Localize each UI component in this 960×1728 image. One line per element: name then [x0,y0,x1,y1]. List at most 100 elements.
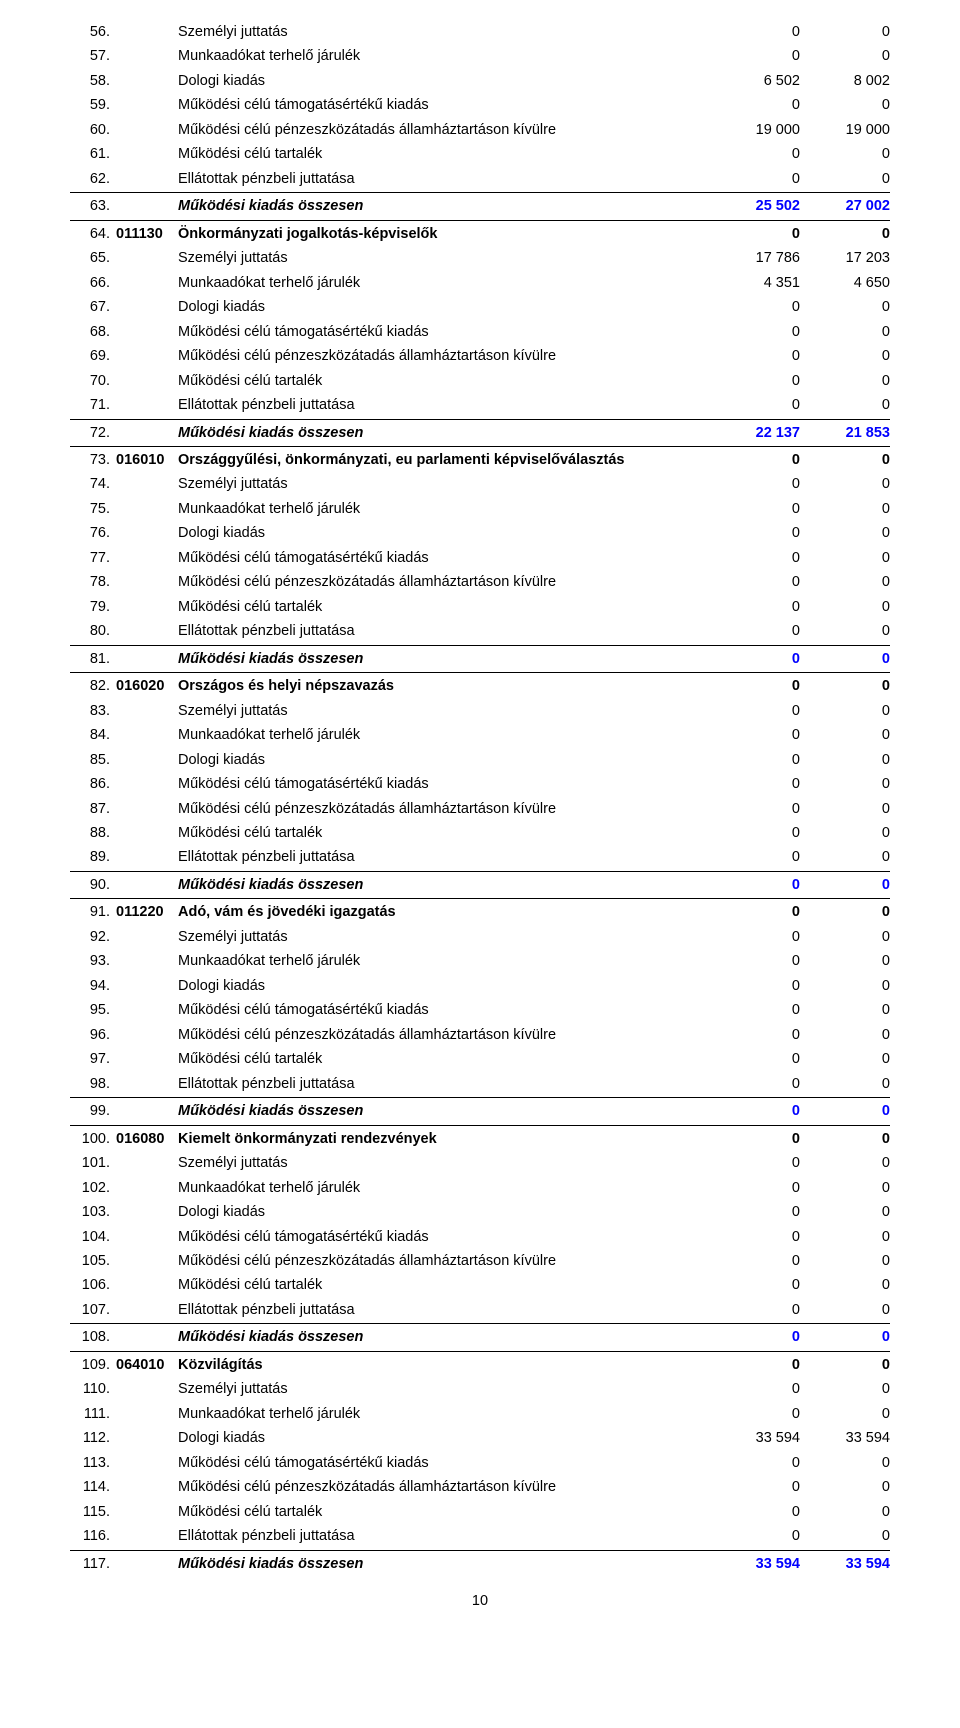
table-row: 93.Munkaadókat terhelő járulék00 [70,949,890,973]
row-label: Működési célú támogatásértékű kiadás [178,999,710,1021]
row-value-2: 8 002 [800,70,890,92]
row-value-2: 0 [800,874,890,896]
row-value-2: 33 594 [800,1427,890,1449]
row-number: 113. [70,1452,116,1474]
table-row: 92.Személyi juttatás00 [70,925,890,949]
row-value-2: 0 [800,1048,890,1070]
row-value-1: 0 [710,473,800,495]
row-value-1: 0 [710,1299,800,1321]
row-value-2: 0 [800,1201,890,1223]
row-value-1: 0 [710,394,800,416]
table-row: 100.016080Kiemelt önkormányzati rendezvé… [70,1125,890,1151]
table-row: 101.Személyi juttatás00 [70,1151,890,1175]
table-row: 58.Dologi kiadás6 5028 002 [70,69,890,93]
table-row: 78.Működési célú pénzeszközátadás államh… [70,570,890,594]
row-value-1: 0 [710,1177,800,1199]
row-value-2: 0 [800,1152,890,1174]
row-label: Működési célú tartalék [178,370,710,392]
row-value-2: 27 002 [800,195,890,217]
row-value-2: 0 [800,1177,890,1199]
row-value-2: 0 [800,94,890,116]
row-number: 105. [70,1250,116,1272]
table-row: 83.Személyi juttatás00 [70,699,890,723]
table-row: 85.Dologi kiadás00 [70,748,890,772]
row-value-2: 0 [800,296,890,318]
row-value-1: 0 [710,223,800,245]
row-value-2: 0 [800,846,890,868]
row-label: Működési célú támogatásértékű kiadás [178,547,710,569]
row-value-2: 0 [800,1024,890,1046]
row-value-1: 0 [710,1152,800,1174]
row-value-1: 0 [710,975,800,997]
row-value-1: 0 [710,822,800,844]
row-label: Működési célú támogatásértékű kiadás [178,1452,710,1474]
row-number: 71. [70,394,116,416]
row-value-1: 19 000 [710,119,800,141]
row-number: 107. [70,1299,116,1321]
row-label: Ellátottak pénzbeli juttatása [178,846,710,868]
table-row: 110.Személyi juttatás00 [70,1377,890,1401]
row-value-2: 0 [800,950,890,972]
row-label: Működési célú támogatásértékű kiadás [178,1226,710,1248]
table-row: 82.016020Országos és helyi népszavazás00 [70,672,890,698]
row-value-2: 0 [800,1073,890,1095]
table-row: 60.Működési célú pénzeszközátadás államh… [70,118,890,142]
row-number: 65. [70,247,116,269]
row-label: Működési célú tartalék [178,143,710,165]
row-value-1: 0 [710,45,800,67]
table-row: 103.Dologi kiadás00 [70,1200,890,1224]
table-row: 67.Dologi kiadás00 [70,295,890,319]
row-label: Működési célú pénzeszközátadás államházt… [178,119,710,141]
row-label: Ellátottak pénzbeli juttatása [178,394,710,416]
row-value-2: 0 [800,1501,890,1523]
row-code: 011220 [116,901,178,923]
row-value-2: 0 [800,143,890,165]
row-label: Országgyűlési, önkormányzati, eu parlame… [178,449,710,471]
table-row: 114.Működési célú pénzeszközátadás állam… [70,1475,890,1499]
table-row: 80.Ellátottak pénzbeli juttatása00 [70,619,890,643]
row-value-1: 0 [710,168,800,190]
row-number: 112. [70,1427,116,1449]
table-row: 97.Működési célú tartalék00 [70,1047,890,1071]
row-number: 69. [70,345,116,367]
table-row: 70.Működési célú tartalék00 [70,369,890,393]
row-value-2: 0 [800,901,890,923]
row-value-2: 0 [800,498,890,520]
row-label: Működési kiadás összesen [178,1326,710,1348]
row-value-2: 0 [800,648,890,670]
row-number: 86. [70,773,116,795]
row-value-1: 0 [710,1201,800,1223]
table-row: 65.Személyi juttatás17 78617 203 [70,246,890,270]
table-row: 87.Működési célú pénzeszközátadás államh… [70,797,890,821]
table-row: 104.Működési célú támogatásértékű kiadás… [70,1225,890,1249]
row-value-2: 0 [800,926,890,948]
row-label: Működési célú tartalék [178,1274,710,1296]
row-label: Működési kiadás összesen [178,422,710,444]
row-value-2: 0 [800,1299,890,1321]
table-row: 72.Működési kiadás összesen22 13721 853 [70,419,890,445]
table-row: 68.Működési célú támogatásértékű kiadás0… [70,320,890,344]
row-number: 116. [70,1525,116,1547]
row-value-2: 21 853 [800,422,890,444]
row-value-1: 0 [710,724,800,746]
row-code: 016010 [116,449,178,471]
row-value-2: 0 [800,21,890,43]
row-code: 016080 [116,1128,178,1150]
row-number: 82. [70,675,116,697]
row-number: 76. [70,522,116,544]
table-row: 115.Működési célú tartalék00 [70,1500,890,1524]
row-number: 63. [70,195,116,217]
row-label: Személyi juttatás [178,926,710,948]
row-number: 56. [70,21,116,43]
row-number: 92. [70,926,116,948]
row-value-1: 0 [710,596,800,618]
row-value-2: 0 [800,999,890,1021]
row-number: 85. [70,749,116,771]
row-number: 98. [70,1073,116,1095]
row-label: Dologi kiadás [178,749,710,771]
row-number: 97. [70,1048,116,1070]
row-value-1: 0 [710,1073,800,1095]
row-value-2: 0 [800,822,890,844]
row-number: 96. [70,1024,116,1046]
row-value-2: 0 [800,620,890,642]
